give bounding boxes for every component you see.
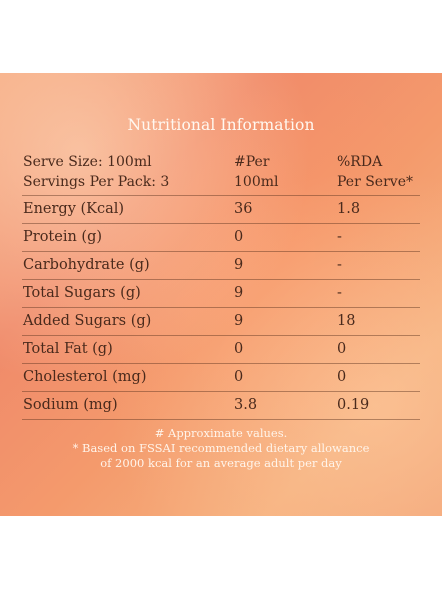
- table-row: Total Fat (g) 0 0: [0, 336, 442, 364]
- nutrient-label: Cholesterol (mg): [23, 369, 147, 385]
- per-100ml-value: 9: [234, 285, 244, 301]
- table-divider: [22, 335, 420, 336]
- per-100ml-value: 36: [234, 201, 253, 217]
- table-divider: [22, 223, 420, 224]
- header-rda: %RDA Per Serve*: [337, 152, 413, 192]
- servings-per-pack-label: Servings Per Pack: 3: [23, 174, 170, 190]
- table-divider: [22, 251, 420, 252]
- footnote-approximate: # Approximate values.: [154, 426, 288, 440]
- footnote-fssai: * Based on FSSAI recommended dietary all…: [72, 441, 370, 455]
- per-100ml-value: 9: [234, 313, 244, 329]
- per-100ml-value: 9: [234, 257, 244, 273]
- rda-value: 0.19: [337, 397, 370, 413]
- table-row: Sodium (mg) 3.8 0.19: [0, 392, 442, 420]
- header-per-100ml: #Per 100ml: [234, 152, 278, 192]
- nutrition-panel: Nutritional Information Serve Size: 100m…: [0, 73, 442, 516]
- table-divider: [22, 391, 420, 392]
- table-divider: [22, 279, 420, 280]
- nutrient-label: Sodium (mg): [23, 397, 118, 413]
- nutrient-label: Carbohydrate (g): [23, 257, 150, 273]
- table-divider: [22, 195, 420, 196]
- rda-value: -: [337, 229, 342, 245]
- rda-value: 0: [337, 341, 347, 357]
- table-row: Protein (g) 0 -: [0, 224, 442, 252]
- rda-value: -: [337, 285, 342, 301]
- rda-value: -: [337, 257, 342, 273]
- nutrient-label: Total Sugars (g): [23, 285, 141, 301]
- per-100ml-value: 3.8: [234, 397, 258, 413]
- table-divider: [22, 307, 420, 308]
- per-unit-label: 100ml: [234, 174, 279, 190]
- rda-label: %RDA: [337, 154, 383, 170]
- nutrient-label: Energy (Kcal): [23, 201, 125, 217]
- rda-value: 0: [337, 369, 347, 385]
- table-row: Added Sugars (g) 9 18: [0, 308, 442, 336]
- per-100ml-value: 0: [234, 229, 244, 245]
- footnote-kcal: of 2000 kcal for an average adult per da…: [100, 456, 342, 470]
- per-100ml-value: 0: [234, 369, 244, 385]
- nutrient-label: Protein (g): [23, 229, 103, 245]
- table-row: Cholesterol (mg) 0 0: [0, 364, 442, 392]
- table-divider: [22, 363, 420, 364]
- rda-value: 18: [337, 313, 356, 329]
- nutrient-label: Added Sugars (g): [23, 313, 152, 329]
- panel-title: Nutritional Information: [127, 116, 315, 134]
- rda-per-serve-label: Per Serve*: [337, 174, 413, 190]
- nutrient-label: Total Fat (g): [23, 341, 113, 357]
- table-row: Energy (Kcal) 36 1.8: [0, 196, 442, 224]
- per-label: #Per: [234, 154, 270, 170]
- header-serving-info: Serve Size: 100ml Servings Per Pack: 3: [23, 152, 169, 192]
- rda-value: 1.8: [337, 201, 361, 217]
- table-row: Carbohydrate (g) 9 -: [0, 252, 442, 280]
- per-100ml-value: 0: [234, 341, 244, 357]
- table-divider: [22, 419, 420, 420]
- table-row: Total Sugars (g) 9 -: [0, 280, 442, 308]
- serve-size-label: Serve Size: 100ml: [23, 154, 152, 170]
